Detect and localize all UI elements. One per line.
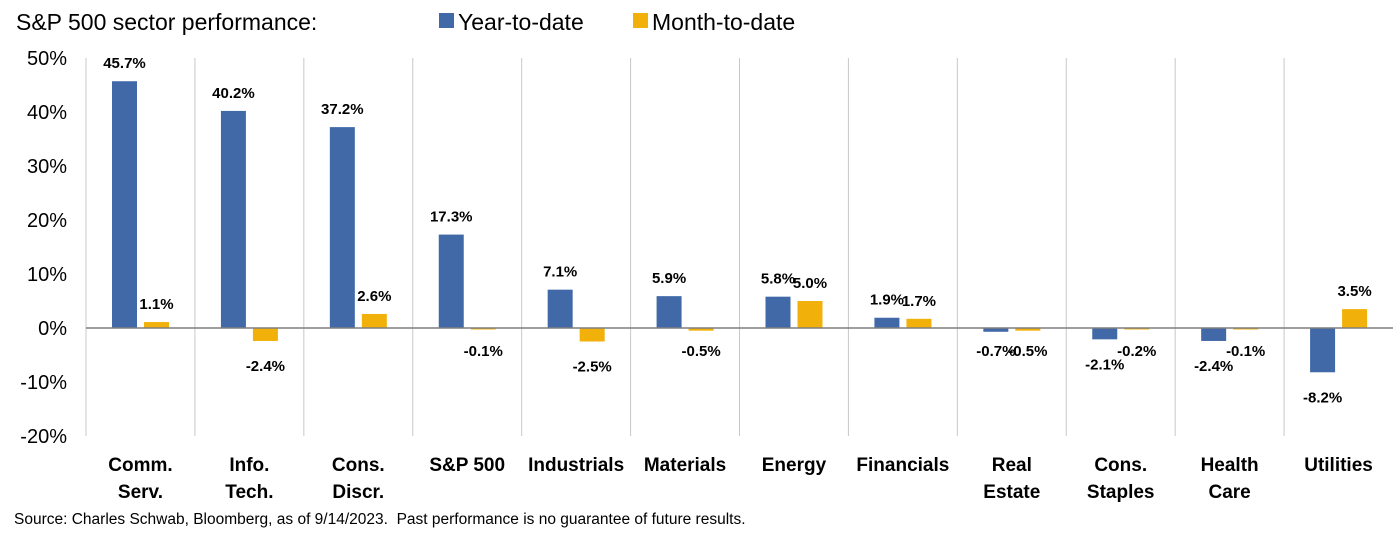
data-label-ytd: -2.1% bbox=[1085, 356, 1124, 373]
category-label: Cons. bbox=[332, 455, 385, 476]
y-tick-label: 10% bbox=[27, 264, 67, 286]
bar-ytd bbox=[765, 296, 791, 328]
y-tick-label: 20% bbox=[27, 210, 67, 232]
legend-label-mtd: Month-to-date bbox=[652, 9, 795, 35]
bar-ytd bbox=[112, 81, 137, 328]
bar-ytd bbox=[220, 110, 246, 328]
bar-mtd bbox=[797, 301, 823, 328]
bar-mtd bbox=[906, 318, 932, 328]
category-label: Discr. bbox=[332, 482, 384, 503]
data-label-ytd: -8.2% bbox=[1303, 389, 1342, 406]
data-label-ytd: 5.9% bbox=[652, 270, 686, 287]
data-label-ytd: 5.8% bbox=[761, 271, 795, 288]
bar-mtd bbox=[1342, 309, 1368, 328]
disclaimer-note: Past performance is no guarantee of futu… bbox=[396, 511, 746, 528]
data-label-mtd: -2.5% bbox=[573, 359, 612, 376]
data-label-mtd: 2.6% bbox=[357, 288, 391, 305]
category-label: Staples bbox=[1087, 482, 1155, 503]
category-label: Cons. bbox=[1094, 455, 1147, 476]
data-label-mtd: 5.0% bbox=[793, 275, 827, 292]
bar-mtd bbox=[252, 328, 278, 341]
data-label-ytd: 17.3% bbox=[430, 209, 473, 226]
data-label-ytd: 37.2% bbox=[321, 101, 364, 118]
data-label-mtd: -0.5% bbox=[681, 343, 720, 360]
chart-title: S&P 500 sector performance: bbox=[16, 9, 317, 35]
category-label: Materials bbox=[644, 455, 726, 476]
category-label: Industrials bbox=[528, 455, 624, 476]
legend-label-ytd: Year-to-date bbox=[458, 9, 584, 35]
category-label: Financials bbox=[856, 455, 949, 476]
bar-mtd bbox=[144, 322, 169, 328]
category-label: Comm. bbox=[108, 455, 172, 476]
bar-mtd bbox=[1015, 328, 1041, 331]
bar-ytd bbox=[438, 234, 464, 328]
data-label-ytd: -2.4% bbox=[1194, 358, 1233, 375]
data-label-ytd: -0.7% bbox=[976, 343, 1015, 360]
bar-ytd bbox=[1310, 328, 1336, 373]
bar-ytd bbox=[874, 317, 900, 328]
data-label-mtd: -0.1% bbox=[1226, 343, 1265, 360]
bar-ytd bbox=[656, 296, 682, 328]
category-label: Utilities bbox=[1304, 455, 1373, 476]
bar-mtd bbox=[579, 328, 605, 342]
category-label: Estate bbox=[983, 482, 1040, 503]
category-label: Info. bbox=[229, 455, 269, 476]
category-label: Tech. bbox=[225, 482, 273, 503]
y-tick-label: 40% bbox=[27, 102, 67, 124]
bar-chart: S&P 500 sector performance: Year-to-date M… bbox=[16, 9, 1393, 503]
data-label-mtd: 1.7% bbox=[902, 293, 936, 310]
bar-ytd bbox=[329, 127, 355, 329]
source-note: Source: Charles Schwab, Bloomberg, as of… bbox=[14, 511, 388, 528]
category-label: Energy bbox=[762, 455, 827, 476]
bar-ytd bbox=[1092, 328, 1118, 340]
data-label-mtd: -0.5% bbox=[1008, 343, 1047, 360]
y-tick-label: 50% bbox=[27, 48, 67, 70]
data-label-ytd: 7.1% bbox=[543, 264, 577, 281]
data-label-mtd: -0.2% bbox=[1117, 343, 1156, 360]
category-label: S&P 500 bbox=[429, 455, 505, 476]
category-label: Real bbox=[992, 455, 1032, 476]
y-tick-label: -20% bbox=[20, 426, 67, 448]
data-label-mtd: -2.4% bbox=[246, 358, 285, 375]
bar-ytd bbox=[1201, 328, 1227, 341]
y-tick-label: 0% bbox=[38, 318, 67, 340]
bar-ytd bbox=[983, 328, 1009, 332]
legend-swatch-ytd bbox=[439, 13, 454, 28]
category-label: Serv. bbox=[118, 482, 163, 503]
data-label-ytd: 45.7% bbox=[103, 55, 146, 72]
category-label: Care bbox=[1209, 482, 1251, 503]
y-tick-label: -10% bbox=[20, 372, 67, 394]
data-label-mtd: 3.5% bbox=[1337, 283, 1371, 300]
data-label-ytd: 40.2% bbox=[212, 85, 255, 102]
bar-ytd bbox=[547, 289, 573, 328]
data-label-mtd: -0.1% bbox=[464, 343, 503, 360]
bar-mtd bbox=[361, 313, 387, 328]
bar-mtd bbox=[688, 328, 714, 331]
legend-swatch-mtd bbox=[633, 13, 648, 28]
y-tick-label: 30% bbox=[27, 156, 67, 178]
data-label-ytd: 1.9% bbox=[870, 292, 904, 309]
category-label: Health bbox=[1201, 455, 1259, 476]
chart-footer: Source: Charles Schwab, Bloomberg, as of… bbox=[14, 511, 746, 529]
data-label-mtd: 1.1% bbox=[139, 296, 173, 313]
